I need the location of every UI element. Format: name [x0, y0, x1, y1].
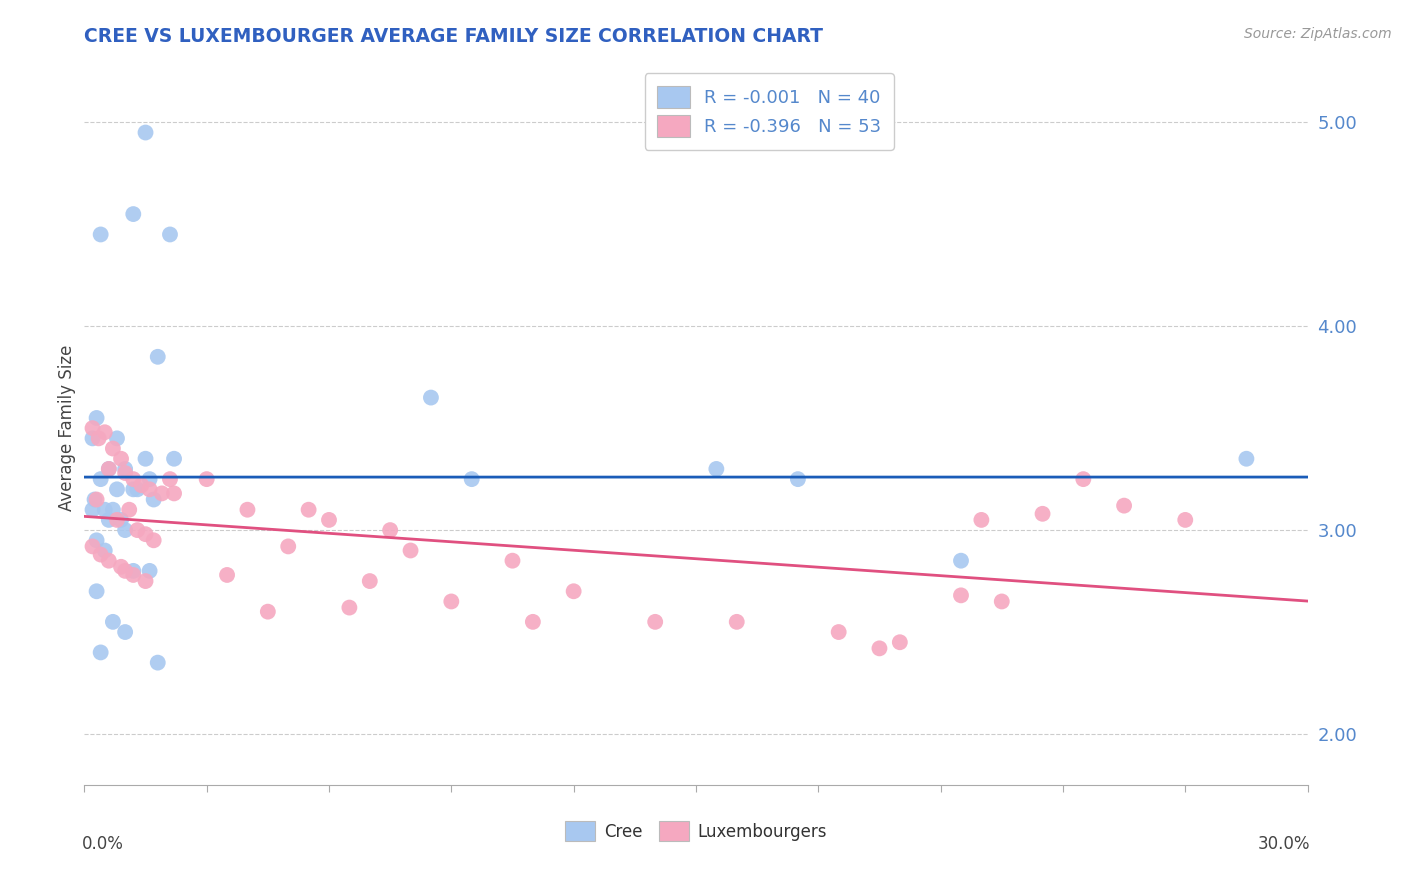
- Point: [138, 472, 160, 486]
- Point: [970, 513, 993, 527]
- Text: 0.0%: 0.0%: [82, 835, 124, 853]
- Point: [1073, 472, 1095, 486]
- Point: [1174, 513, 1197, 527]
- Point: [110, 451, 132, 466]
- Point: [163, 486, 186, 500]
- Point: [97, 554, 120, 568]
- Point: [135, 126, 157, 140]
- Point: [146, 656, 169, 670]
- Point: [93, 543, 115, 558]
- Point: [101, 442, 124, 456]
- Point: [135, 574, 157, 588]
- Point: [142, 533, 165, 548]
- Point: [93, 502, 115, 516]
- Text: Source: ZipAtlas.com: Source: ZipAtlas.com: [1244, 27, 1392, 41]
- Point: [502, 554, 524, 568]
- Point: [86, 411, 108, 425]
- Point: [991, 594, 1014, 608]
- Point: [82, 431, 104, 445]
- Point: [138, 564, 160, 578]
- Point: [339, 600, 361, 615]
- Point: [217, 568, 239, 582]
- Point: [82, 540, 104, 554]
- Point: [706, 462, 728, 476]
- Point: [87, 431, 110, 445]
- Y-axis label: Average Family Size: Average Family Size: [58, 345, 76, 511]
- Point: [110, 513, 132, 527]
- Point: [97, 462, 120, 476]
- Point: [122, 472, 145, 486]
- Point: [86, 533, 108, 548]
- Point: [82, 502, 104, 516]
- Point: [159, 472, 181, 486]
- Point: [522, 615, 544, 629]
- Point: [359, 574, 381, 588]
- Point: [114, 625, 136, 640]
- Point: [86, 492, 108, 507]
- Point: [97, 513, 120, 527]
- Text: CREE VS LUXEMBOURGER AVERAGE FAMILY SIZE CORRELATION CHART: CREE VS LUXEMBOURGER AVERAGE FAMILY SIZE…: [84, 27, 824, 45]
- Point: [318, 513, 340, 527]
- Point: [135, 451, 157, 466]
- Point: [1032, 507, 1054, 521]
- Point: [562, 584, 585, 599]
- Point: [163, 451, 186, 466]
- Point: [110, 559, 132, 574]
- Point: [90, 645, 112, 659]
- Point: [127, 523, 149, 537]
- Point: [127, 483, 149, 497]
- Point: [93, 425, 115, 440]
- Point: [440, 594, 463, 608]
- Point: [950, 588, 973, 602]
- Point: [828, 625, 851, 640]
- Point: [105, 483, 128, 497]
- Point: [298, 502, 321, 516]
- Point: [889, 635, 911, 649]
- Point: [380, 523, 402, 537]
- Point: [83, 492, 105, 507]
- Point: [138, 483, 160, 497]
- Point: [869, 641, 891, 656]
- Point: [101, 502, 124, 516]
- Point: [105, 513, 128, 527]
- Point: [725, 615, 748, 629]
- Point: [122, 568, 145, 582]
- Point: [97, 462, 120, 476]
- Point: [114, 523, 136, 537]
- Point: [118, 502, 141, 516]
- Point: [101, 615, 124, 629]
- Point: [131, 478, 153, 492]
- Point: [82, 421, 104, 435]
- Point: [122, 483, 145, 497]
- Point: [159, 227, 181, 242]
- Point: [1236, 451, 1258, 466]
- Point: [135, 527, 157, 541]
- Point: [105, 431, 128, 445]
- Point: [114, 462, 136, 476]
- Point: [86, 584, 108, 599]
- Text: 30.0%: 30.0%: [1257, 835, 1310, 853]
- Point: [90, 548, 112, 562]
- Point: [461, 472, 484, 486]
- Point: [150, 486, 173, 500]
- Point: [142, 492, 165, 507]
- Point: [277, 540, 299, 554]
- Point: [90, 227, 112, 242]
- Point: [257, 605, 280, 619]
- Point: [122, 207, 145, 221]
- Point: [122, 564, 145, 578]
- Point: [236, 502, 259, 516]
- Legend: Cree, Luxembourgers: Cree, Luxembourgers: [558, 814, 834, 848]
- Point: [399, 543, 422, 558]
- Point: [1114, 499, 1136, 513]
- Point: [787, 472, 810, 486]
- Point: [114, 466, 136, 480]
- Point: [195, 472, 218, 486]
- Point: [114, 564, 136, 578]
- Point: [90, 472, 112, 486]
- Point: [420, 391, 443, 405]
- Point: [146, 350, 169, 364]
- Point: [644, 615, 666, 629]
- Point: [950, 554, 973, 568]
